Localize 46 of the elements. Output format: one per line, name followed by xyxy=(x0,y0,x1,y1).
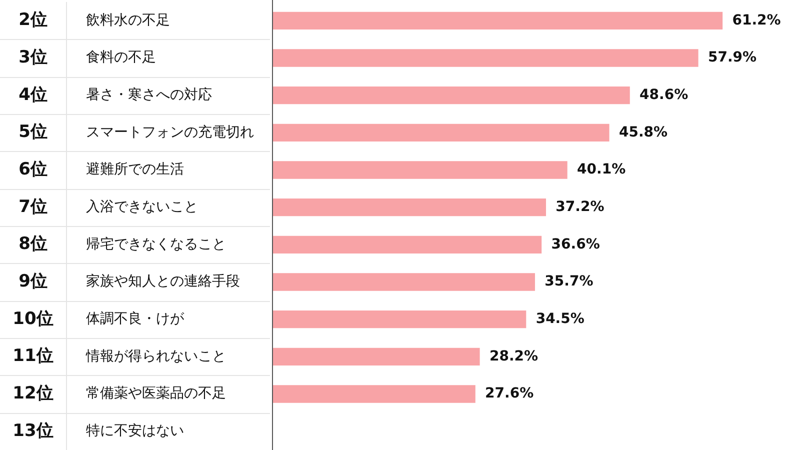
y-tick-label: 飲料水の不足 xyxy=(86,12,170,28)
bar xyxy=(272,236,542,254)
text: 8位 xyxy=(18,234,48,254)
y-tick-label: 食料の不足 xyxy=(86,50,156,66)
text: 4位 xyxy=(18,84,48,105)
bar xyxy=(272,198,546,216)
y-tick-label: スマートフォンの充電切れ xyxy=(86,124,254,140)
y-tick-label: 帰宅できなくなること xyxy=(86,236,226,252)
data-label: 37.2% xyxy=(556,198,604,215)
y-tick-label: 家族や知人との連絡手段 xyxy=(86,274,240,290)
text: 7位 xyxy=(18,196,48,217)
data-label: 28.2% xyxy=(489,348,538,364)
text: 5位 xyxy=(18,122,48,142)
bar xyxy=(272,348,480,366)
data-label: 57.9% xyxy=(708,50,757,66)
y-tick-label: 避難所での生活 xyxy=(86,162,184,178)
bar xyxy=(272,385,476,403)
bar xyxy=(272,12,723,30)
text: 2位 xyxy=(18,10,48,30)
y-tick-label: 暑さ・寒さへの対応 xyxy=(86,86,212,103)
text: 11位 xyxy=(12,346,54,366)
y-tick-label: 体調不良・けが xyxy=(86,310,185,327)
y-tick-label: 入浴できないこと xyxy=(86,198,198,215)
text: 3位 xyxy=(18,47,48,68)
bar xyxy=(272,310,526,328)
data-label: 34.5% xyxy=(536,310,584,327)
data-label: 40.1% xyxy=(577,162,626,178)
text: 6位 xyxy=(18,159,48,180)
data-label: 36.6% xyxy=(551,236,600,252)
bar xyxy=(272,124,610,142)
bar xyxy=(272,273,535,291)
text: 12位 xyxy=(12,383,54,404)
y-tick-label: 特に不安はない xyxy=(86,422,184,439)
text: 10位 xyxy=(12,308,54,329)
data-label: 48.6% xyxy=(640,86,688,103)
text: 13位 xyxy=(12,420,54,441)
y-tick-label: 情報が得られないこと xyxy=(85,348,226,364)
text: 9位 xyxy=(18,271,48,292)
data-label: 61.2% xyxy=(732,12,781,28)
data-label: 27.6% xyxy=(485,386,534,402)
bar xyxy=(272,86,630,104)
y-tick-label: 常備薬や医薬品の不足 xyxy=(86,386,226,402)
data-label: 45.8% xyxy=(618,124,668,140)
bar xyxy=(272,161,568,179)
data-label: 35.7% xyxy=(544,274,594,290)
bar xyxy=(272,49,698,67)
